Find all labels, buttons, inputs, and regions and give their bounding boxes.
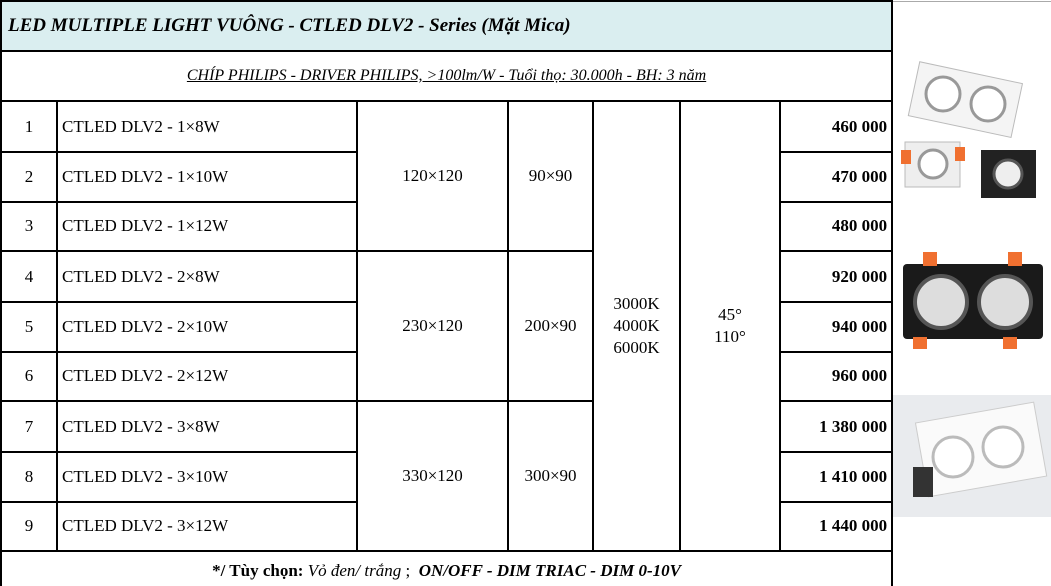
row: 5 CTLED DLV2 - 2×10W 940 000 (0, 301, 1051, 353)
model: CTLED DLV2 - 2×8W (56, 250, 358, 303)
price: 1 410 000 (778, 451, 894, 503)
size: 120×120 (356, 100, 509, 252)
price: 470 000 (778, 151, 894, 203)
row-number: 7 (0, 400, 58, 453)
subtitle-cell: CHÍP PHILIPS - DRIVER PHILIPS, >100lm/W … (0, 50, 894, 102)
price: 460 000 (778, 100, 894, 153)
price: 480 000 (778, 200, 894, 252)
subtitle: CHÍP PHILIPS - DRIVER PHILIPS, >100lm/W … (186, 67, 707, 84)
model: CTLED DLV2 - 3×10W (56, 451, 358, 503)
row-number: 8 (0, 451, 58, 503)
dim-options: ON/OFF - DIM TRIAC - DIM 0-10V (418, 561, 681, 580)
product-photos (893, 60, 1051, 517)
shell-option: Vỏ đen/ trắng (307, 561, 402, 580)
size: 230×120 (356, 250, 509, 402)
photo-3 (893, 394, 1051, 517)
row-number: 3 (0, 200, 58, 252)
separator: ; (405, 561, 411, 580)
model: CTLED DLV2 - 1×10W (56, 151, 358, 203)
row-number: 9 (0, 500, 58, 552)
model: CTLED DLV2 - 3×8W (56, 400, 358, 453)
model: CTLED DLV2 - 2×12W (56, 350, 358, 402)
color-temp: 6000K (613, 338, 660, 357)
beam-angle: 110° (714, 327, 746, 346)
cutout: 90×90 (507, 100, 594, 252)
option-label: */ Tùy chọn: (212, 561, 304, 580)
row: 4 CTLED DLV2 - 2×8W 230×120 200×90 920 000 (0, 250, 1051, 402)
beam-angle: 45° (718, 305, 742, 324)
row-number: 2 (0, 151, 58, 203)
photo-2 (903, 251, 1044, 349)
row-number: 1 (0, 100, 58, 153)
model: CTLED DLV2 - 2×10W (56, 301, 358, 353)
title: LED MULTIPLE LIGHT VUÔNG - CTLED DLV2 - … (0, 0, 894, 52)
price: 920 000 (778, 250, 894, 303)
footer-row: */ Tùy chọn: Vỏ đen/ trắng ; ON/OFF - DI… (0, 550, 1051, 586)
size: 330×120 (356, 400, 509, 552)
cutout: 200×90 (507, 250, 594, 402)
price: 1 380 000 (778, 400, 894, 453)
price: 960 000 (778, 350, 894, 402)
row: 1 CTLED DLV2 - 1×8W 120×120 90×90 3000K 4000K… (0, 100, 1051, 552)
color-temp: 3000K (613, 294, 660, 313)
price: 1 440 000 (778, 500, 894, 552)
row-number: 5 (0, 301, 58, 353)
row: 2 CTLED DLV2 - 1×10W 470 000 (0, 151, 1051, 203)
row: 6 CTLED DLV2 - 2×12W 960 000 (0, 350, 1051, 402)
beam-angles: 45° 110° (679, 100, 781, 552)
model: CTLED DLV2 - 3×12W (56, 500, 358, 552)
color-temps: 3000K 4000K 6000K (592, 100, 681, 552)
row: 9 CTLED DLV2 - 3×12W 1 440 000 (0, 500, 1051, 552)
footer: */ Tùy chọn: Vỏ đen/ trắng ; ON/OFF - DI… (0, 550, 894, 586)
model: CTLED DLV2 - 1×12W (56, 200, 358, 252)
row: 3 CTLED DLV2 - 1×12W 480 000 (0, 200, 1051, 252)
color-temp: 4000K (613, 316, 660, 335)
product-images (891, 0, 1051, 586)
row: 7 CTLED DLV2 - 3×8W 330×120 300×90 1 380 000 (0, 400, 1051, 552)
row-number: 6 (0, 350, 58, 402)
model: CTLED DLV2 - 1×8W (56, 100, 358, 153)
price: 940 000 (778, 301, 894, 353)
cutout: 300×90 (507, 400, 594, 552)
row-number: 4 (0, 250, 58, 303)
row: 8 CTLED DLV2 - 3×10W 1 410 000 (0, 451, 1051, 503)
photo-1 (901, 60, 1037, 198)
